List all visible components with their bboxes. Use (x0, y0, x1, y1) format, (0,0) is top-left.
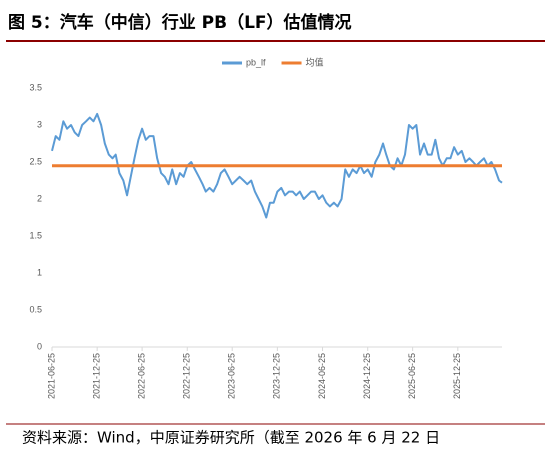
x-tick-label: 2023-06-25 (227, 353, 237, 399)
data-line (51, 112, 503, 219)
legend-label: pb_lf (246, 57, 266, 67)
x-tick-label: 2023-12-25 (272, 353, 282, 399)
x-tick-label: 2022-12-25 (182, 353, 192, 399)
y-tick-label: 0 (37, 341, 42, 351)
y-tick-label: 2 (37, 193, 42, 203)
page-title: 图 5：汽车（中信）行业 PB（LF）估值情况 (8, 12, 352, 33)
source: 资料来源：Wind，中原证券研究所（截至 2026 年 6 月 22 日 (22, 429, 440, 447)
y-tick-label: 3 (37, 119, 42, 129)
y-tick-label: 3.5 (29, 82, 42, 92)
y-tick-label: 1.5 (29, 230, 42, 240)
y-tick-label: 0.5 (29, 304, 42, 314)
x-tick-label: 2025-06-25 (407, 353, 417, 399)
y-tick-label: 2.5 (29, 156, 42, 166)
x-tick-label: 2021-06-25 (46, 353, 56, 399)
x-tick-label: 2022-06-25 (136, 353, 146, 399)
x-tick-label: 2024-06-25 (317, 353, 327, 399)
x-tick-label: 2025-12-25 (452, 353, 462, 399)
y-tick-label: 1 (37, 267, 42, 277)
x-tick-label: 2024-12-25 (362, 353, 372, 399)
legend-label: 均值 (306, 56, 324, 67)
x-tick-label: 2021-12-25 (92, 353, 102, 399)
